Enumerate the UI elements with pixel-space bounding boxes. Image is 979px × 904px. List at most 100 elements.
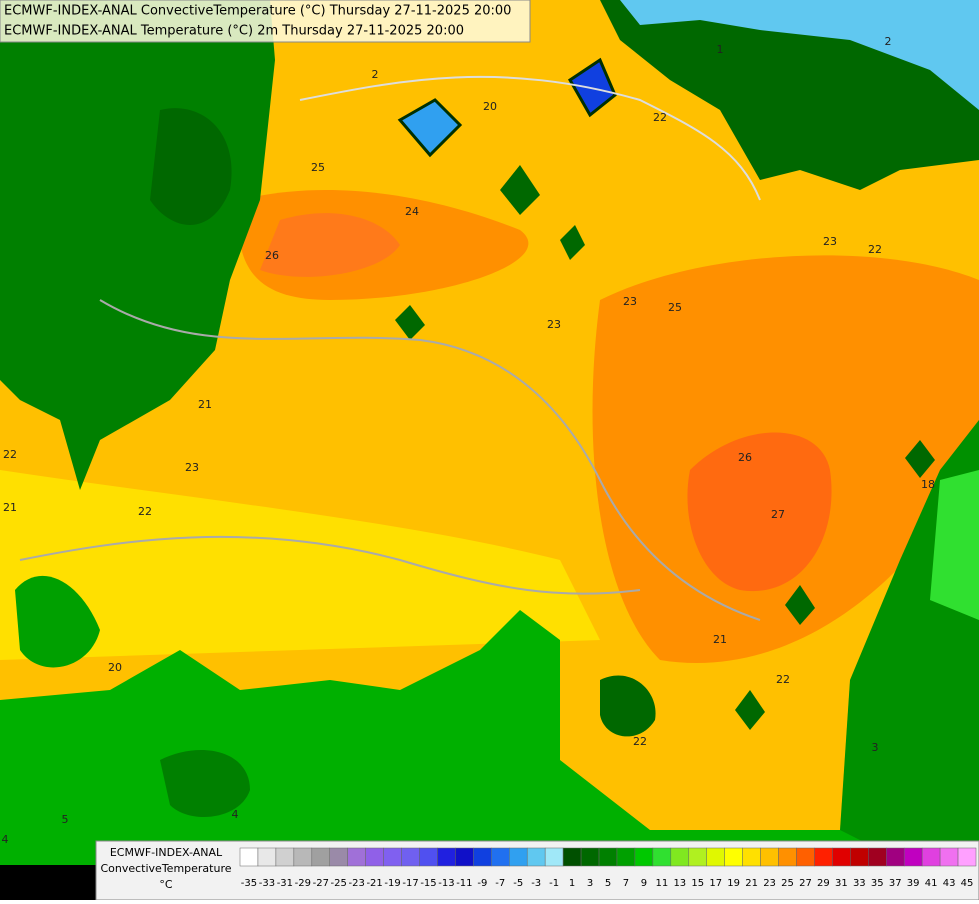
- legend-label: 17: [709, 878, 722, 889]
- contour-label: 2: [885, 35, 892, 48]
- legend-swatch: [240, 848, 258, 866]
- legend-swatch: [599, 848, 617, 866]
- contour-label: 1: [717, 43, 724, 56]
- contour-label: 23: [547, 318, 561, 331]
- legend-label: 23: [763, 878, 776, 889]
- legend-swatch: [473, 848, 491, 866]
- contour-label: 2: [372, 68, 379, 81]
- contour-label: 27: [771, 508, 785, 521]
- contour-label: 22: [776, 673, 790, 686]
- contour-label: 3: [872, 741, 879, 754]
- contour-label: 22: [138, 505, 152, 518]
- legend-swatch: [814, 848, 832, 866]
- legend-swatch: [294, 848, 312, 866]
- legend-label: 27: [799, 878, 812, 889]
- contour-label: 20: [483, 100, 497, 113]
- legend-label: -31: [277, 878, 293, 889]
- contour-label: 26: [738, 451, 752, 464]
- legend-label: 41: [925, 878, 938, 889]
- legend-swatch: [743, 848, 761, 866]
- legend-swatch: [330, 848, 348, 866]
- legend-label: -9: [477, 878, 487, 889]
- legend-label: -25: [331, 878, 347, 889]
- legend-swatch: [276, 848, 294, 866]
- contour-label: 26: [265, 249, 279, 262]
- legend-label: -33: [259, 878, 275, 889]
- legend-swatch: [761, 848, 779, 866]
- legend-swatch: [366, 848, 384, 866]
- contour-label: 25: [311, 161, 325, 174]
- legend-swatch: [455, 848, 473, 866]
- contour-label: 21: [3, 501, 17, 514]
- legend-label: -23: [349, 878, 365, 889]
- legend-swatch: [635, 848, 653, 866]
- legend-label: 31: [835, 878, 848, 889]
- legend-swatch: [563, 848, 581, 866]
- legend-label: -13: [438, 878, 454, 889]
- legend-label: -5: [513, 878, 523, 889]
- legend-label: -29: [295, 878, 311, 889]
- contour-label: 23: [185, 461, 199, 474]
- legend-label: -21: [366, 878, 382, 889]
- contour-label: 22: [653, 111, 667, 124]
- legend-label: 11: [655, 878, 668, 889]
- legend-swatch: [312, 848, 330, 866]
- header-line: ECMWF-INDEX-ANAL ConvectiveTemperature (…: [4, 4, 511, 19]
- legend-label: 35: [871, 878, 884, 889]
- legend-label: -11: [456, 878, 472, 889]
- contour-label: 22: [868, 243, 882, 256]
- contour-label: 20: [108, 661, 122, 674]
- contour-label: 21: [713, 633, 727, 646]
- legend-swatch: [491, 848, 509, 866]
- contour-label: 4: [232, 808, 239, 821]
- legend-label: 39: [907, 878, 920, 889]
- legend-swatch: [581, 848, 599, 866]
- contour-label: 25: [668, 301, 682, 314]
- legend-label: -15: [420, 878, 436, 889]
- legend-swatch: [904, 848, 922, 866]
- legend-swatch: [886, 848, 904, 866]
- legend-swatch: [384, 848, 402, 866]
- legend-title: ECMWF-INDEX-ANAL: [110, 846, 223, 859]
- contour-label: 22: [633, 735, 647, 748]
- legend-swatch: [779, 848, 797, 866]
- contour-label: 24: [405, 205, 419, 218]
- legend-label: 45: [961, 878, 974, 889]
- legend-label: 19: [727, 878, 740, 889]
- legend-label: 21: [745, 878, 758, 889]
- contour-label: 5: [62, 813, 69, 826]
- legend-swatch: [258, 848, 276, 866]
- legend-swatch: [617, 848, 635, 866]
- legend-label: 7: [623, 878, 629, 889]
- legend-swatch: [689, 848, 707, 866]
- no-data: [0, 865, 100, 900]
- legend-label: 13: [673, 878, 686, 889]
- legend-swatch: [940, 848, 958, 866]
- legend-swatch: [796, 848, 814, 866]
- legend-label: 25: [781, 878, 794, 889]
- contour-label: 23: [623, 295, 637, 308]
- legend-swatch: [725, 848, 743, 866]
- legend-swatch: [671, 848, 689, 866]
- legend-swatch: [509, 848, 527, 866]
- contour-label: 23: [823, 235, 837, 248]
- legend-swatch: [527, 848, 545, 866]
- legend-label: -7: [495, 878, 505, 889]
- legend-label: -1: [549, 878, 559, 889]
- legend-label: 9: [641, 878, 647, 889]
- contour-label: 22: [3, 448, 17, 461]
- legend-swatch: [850, 848, 868, 866]
- legend-label: 3: [587, 878, 593, 889]
- legend-swatch: [922, 848, 940, 866]
- legend-swatch: [707, 848, 725, 866]
- legend-swatch: [348, 848, 366, 866]
- contour-label: 4: [2, 833, 9, 846]
- legend-swatch: [437, 848, 455, 866]
- legend-label: 29: [817, 878, 830, 889]
- legend-title: ConvectiveTemperature: [100, 862, 231, 875]
- header-line: ECMWF-INDEX-ANAL Temperature (°C) 2m Thu…: [4, 24, 464, 39]
- legend-title: °C: [159, 878, 173, 891]
